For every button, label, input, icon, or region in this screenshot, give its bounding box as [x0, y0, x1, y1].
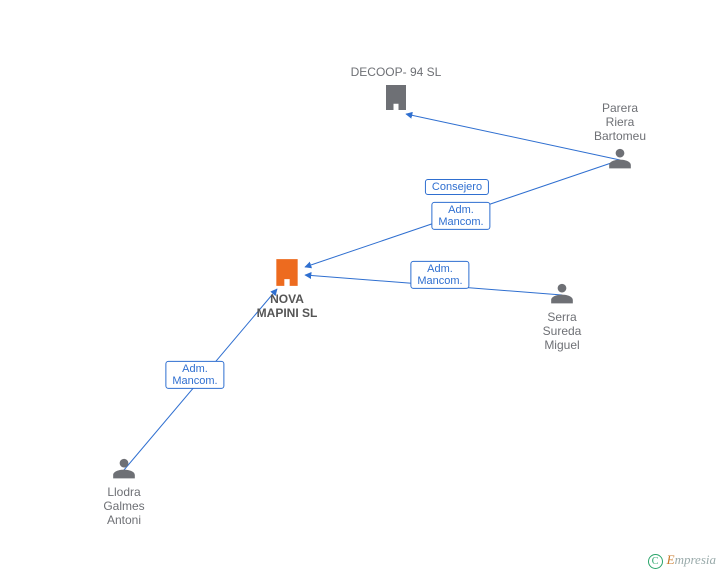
copyright-icon: C — [648, 554, 663, 569]
edge-label: Consejero — [425, 179, 489, 195]
edge-label: Adm. Mancom. — [165, 361, 224, 389]
node-label: DECOOP- 94 SL — [336, 66, 456, 80]
edge-label: Adm. Mancom. — [431, 202, 490, 230]
company-node[interactable] — [381, 83, 411, 118]
person-icon — [607, 145, 633, 171]
building-icon — [271, 257, 303, 289]
node-label: Parera Riera Bartomeu — [580, 102, 660, 143]
person-node[interactable] — [607, 145, 633, 176]
node-label: Serra Sureda Miguel — [522, 311, 602, 352]
person-node[interactable] — [111, 455, 137, 486]
person-icon — [111, 455, 137, 481]
person-icon — [549, 280, 575, 306]
company-node[interactable] — [271, 257, 303, 294]
node-label: Llodra Galmes Antoni — [84, 486, 164, 527]
edge-label: Adm. Mancom. — [410, 261, 469, 289]
watermark-text: Empresia — [667, 552, 716, 567]
building-icon — [381, 83, 411, 113]
person-node[interactable] — [549, 280, 575, 311]
watermark: C Empresia — [648, 552, 716, 569]
node-label: NOVA MAPINI SL — [242, 293, 332, 321]
